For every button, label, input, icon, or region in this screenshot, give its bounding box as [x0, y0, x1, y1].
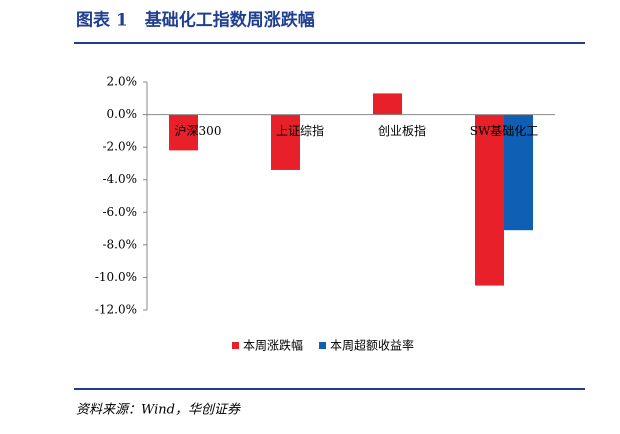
y-tick-label: 0.0% — [107, 107, 138, 121]
legend-label: 本周超额收益率 — [330, 338, 414, 353]
x-tick-label: 沪深300 — [175, 124, 222, 138]
x-tick-label: SW基础化工 — [470, 124, 539, 138]
legend-swatch — [232, 342, 239, 349]
y-tick-label: -8.0% — [102, 237, 137, 251]
y-tick-label: -12.0% — [95, 303, 137, 317]
y-tick-label: 2.0% — [107, 75, 138, 89]
bar — [271, 114, 300, 170]
legend-label: 本周涨跌幅 — [243, 338, 303, 353]
y-tick-label: -4.0% — [102, 172, 137, 186]
legend-swatch — [319, 342, 327, 349]
bar — [475, 114, 504, 286]
y-tick-label: -2.0% — [102, 140, 137, 154]
bar — [504, 114, 533, 231]
y-tick-label: -6.0% — [102, 205, 137, 219]
bar — [169, 114, 198, 151]
x-tick-label: 上证综指 — [276, 123, 324, 138]
bar — [373, 93, 402, 115]
x-tick-label: 创业板指 — [378, 123, 426, 138]
y-tick-label: -10.0% — [95, 270, 137, 284]
source-note: 资料来源：Wind，华创证券 — [76, 403, 241, 418]
chart-title: 图表 1 基础化工指数周涨跌幅 — [76, 10, 315, 31]
